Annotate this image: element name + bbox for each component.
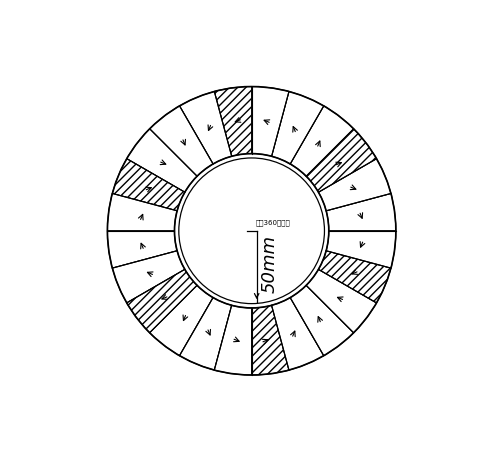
Wedge shape xyxy=(272,298,324,370)
Wedge shape xyxy=(290,285,354,356)
Wedge shape xyxy=(150,106,213,176)
Wedge shape xyxy=(251,305,289,375)
Wedge shape xyxy=(112,251,185,303)
Wedge shape xyxy=(127,269,197,333)
Wedge shape xyxy=(306,269,377,333)
Text: 50mm: 50mm xyxy=(261,234,279,292)
Wedge shape xyxy=(180,91,232,164)
Wedge shape xyxy=(108,193,177,231)
Wedge shape xyxy=(112,159,185,211)
Wedge shape xyxy=(150,285,213,356)
Wedge shape xyxy=(326,193,396,231)
Wedge shape xyxy=(326,231,396,268)
Wedge shape xyxy=(306,129,377,192)
Wedge shape xyxy=(214,305,252,375)
Wedge shape xyxy=(252,86,289,156)
Wedge shape xyxy=(127,129,197,192)
Circle shape xyxy=(108,86,396,375)
Wedge shape xyxy=(180,298,232,370)
Wedge shape xyxy=(214,86,252,156)
Wedge shape xyxy=(319,159,391,211)
Wedge shape xyxy=(108,231,177,268)
Circle shape xyxy=(179,158,325,303)
Wedge shape xyxy=(272,91,324,164)
Text: 旋转360度测量: 旋转360度测量 xyxy=(255,220,290,227)
Wedge shape xyxy=(290,106,354,176)
Wedge shape xyxy=(319,251,391,303)
